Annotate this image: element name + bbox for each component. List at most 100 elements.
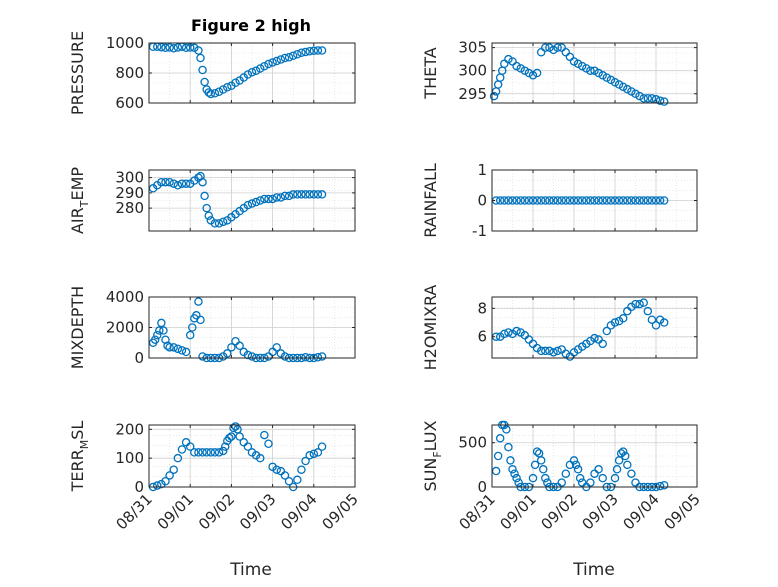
data-point (598, 339, 607, 349)
data-point (553, 43, 562, 52)
data-point (309, 449, 319, 459)
data-point (196, 53, 205, 63)
data-point (317, 46, 327, 55)
data-point (313, 46, 323, 55)
data-point (280, 53, 290, 63)
data-point (573, 196, 583, 205)
data-point (569, 456, 579, 465)
data-point (627, 87, 636, 96)
axes-rainfall: -1 0 1 RAINFALL (421, 161, 698, 240)
data-point (204, 88, 213, 97)
y-tick-label: 1000 (106, 34, 144, 52)
data-point (177, 346, 187, 355)
data-point (618, 447, 628, 456)
data-point (536, 346, 546, 356)
data-point (165, 343, 174, 352)
data-point (284, 191, 294, 201)
data-point (202, 448, 211, 457)
data-point (218, 446, 228, 456)
data-point (577, 196, 587, 205)
data-point (495, 434, 505, 443)
data-point (614, 80, 624, 89)
y-tick-label: 295 (458, 85, 487, 103)
y-tick-label: 300 (458, 62, 487, 80)
data-point (243, 200, 253, 210)
x-tick-label: 09/03 (236, 490, 279, 533)
data-point (610, 318, 620, 327)
y-tick-label: 800 (115, 64, 144, 82)
data-point (541, 196, 550, 205)
data-point (569, 57, 579, 66)
y-axis-label: THETA (421, 47, 440, 99)
data-point (157, 318, 166, 328)
data-point (214, 448, 224, 457)
data-point (268, 194, 277, 204)
data-point (573, 465, 583, 474)
data-point (301, 47, 310, 57)
data-point (284, 53, 294, 62)
data-point (516, 196, 525, 205)
data-point (280, 191, 290, 201)
data-point (508, 465, 517, 474)
data-point (210, 219, 220, 228)
data-point (647, 315, 657, 324)
data-point (541, 43, 550, 52)
y-tick-label: 0 (134, 478, 144, 496)
data-point (647, 94, 657, 103)
y-tick-label: 0 (477, 192, 487, 210)
data-point (618, 314, 628, 323)
data-point (631, 299, 640, 309)
x-tick-label: 09/01 (497, 490, 540, 533)
data-point (561, 469, 571, 478)
data-point (614, 196, 624, 205)
data-point (301, 190, 310, 199)
data-point (516, 64, 525, 73)
data-point (173, 453, 183, 463)
data-point (512, 473, 521, 483)
data-point (627, 196, 636, 205)
axes-h2omixra: 6 8 H2OMIXRA (421, 285, 698, 370)
data-point (185, 442, 195, 451)
data-point (602, 73, 612, 82)
data-point (276, 55, 286, 64)
data-point (210, 448, 220, 457)
data-point (305, 47, 314, 56)
data-point (229, 423, 238, 433)
data-point (198, 352, 207, 361)
data-point (506, 456, 515, 465)
data-point (549, 196, 558, 205)
data-point (510, 469, 519, 478)
data-point (247, 352, 257, 361)
data-point (541, 473, 550, 483)
data-point (169, 465, 178, 474)
data-point (198, 177, 207, 187)
data-point (165, 43, 174, 52)
data-point (309, 190, 319, 199)
data-point (655, 196, 665, 205)
data-point (218, 217, 228, 227)
data-point (514, 478, 523, 487)
data-point (524, 68, 534, 78)
data-point (545, 196, 554, 205)
data-point (606, 75, 616, 85)
x-axis-label-right: Time (572, 560, 615, 580)
data-point (635, 196, 644, 205)
data-point (173, 344, 183, 354)
x-axis-label-left: Time (229, 560, 272, 580)
x-tick-label: 09/03 (579, 490, 622, 533)
data-point (639, 94, 648, 103)
data-point (159, 326, 168, 335)
y-axis-label: TERRMSL (68, 421, 91, 493)
data-point (220, 442, 230, 451)
data-point (297, 465, 306, 474)
y-tick-label: 305 (458, 39, 487, 57)
data-point (181, 179, 191, 188)
data-point (272, 193, 281, 202)
data-point (530, 460, 540, 470)
data-point (280, 471, 290, 480)
data-point (575, 473, 585, 483)
x-tick-label: 09/04 (277, 490, 320, 533)
data-point (165, 471, 174, 480)
y-tick-label: 6 (477, 328, 487, 346)
